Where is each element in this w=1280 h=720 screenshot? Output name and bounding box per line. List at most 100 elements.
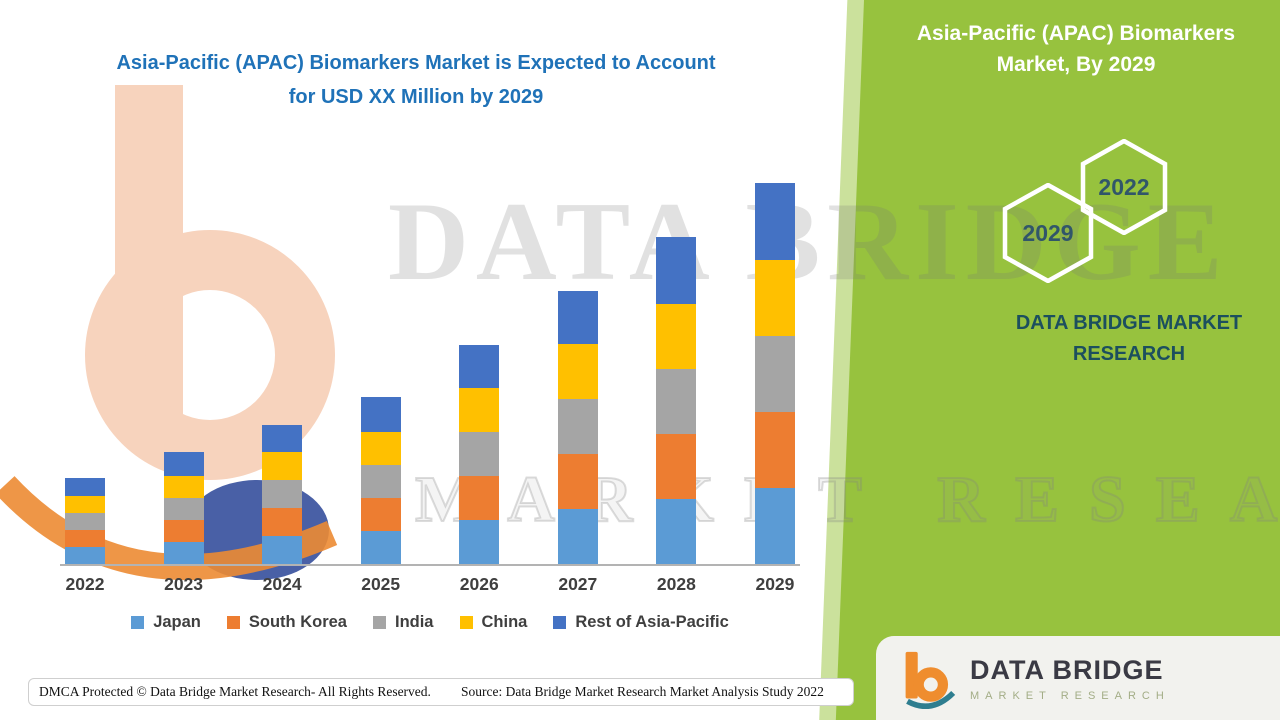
bar-segment-south-korea bbox=[459, 476, 500, 520]
chart-column-2027: 2027 bbox=[549, 164, 607, 595]
stacked-bar-2026 bbox=[459, 164, 500, 564]
bar-segment-china bbox=[459, 388, 500, 432]
bar-segment-india bbox=[262, 480, 303, 508]
data-bridge-b-icon bbox=[905, 651, 956, 709]
bar-segment-japan bbox=[65, 547, 105, 564]
legend-label-south-korea: South Korea bbox=[248, 613, 347, 631]
bar-segment-south-korea bbox=[656, 434, 697, 499]
legend-item-rest-of-asia-pacific: Rest of Asia-Pacific bbox=[553, 613, 729, 632]
legend-label-japan: Japan bbox=[153, 613, 201, 631]
legend-swatch-china bbox=[459, 616, 473, 629]
hexagon-badge-2022: 2022 bbox=[1080, 139, 1168, 235]
source-note: Source: Data Bridge Market Research Mark… bbox=[461, 684, 824, 699]
footer-logo-name: DATA BRIDGE bbox=[970, 654, 1164, 685]
side-panel-title-line1: Asia-Pacific (APAC) Biomarkers bbox=[916, 22, 1236, 45]
legend-item-china: China bbox=[459, 613, 528, 632]
legend-label-rest-of-asia-pacific: Rest of Asia-Pacific bbox=[575, 613, 729, 631]
x-axis-label-2024: 2024 bbox=[262, 574, 302, 594]
bar-segment-rest-of-asia-pacific bbox=[262, 425, 303, 452]
chart-column-2029: 2029 bbox=[746, 164, 804, 595]
stacked-bar-2029 bbox=[754, 164, 795, 564]
bar-segment-rest-of-asia-pacific bbox=[360, 397, 401, 432]
legend-swatch-japan bbox=[131, 616, 145, 629]
bar-segment-china bbox=[557, 344, 598, 399]
stacked-bar-2027 bbox=[557, 164, 598, 564]
bar-segment-rest-of-asia-pacific bbox=[754, 183, 795, 260]
legend-item-south-korea: South Korea bbox=[226, 613, 347, 632]
dmca-notice: DMCA Protected © Data Bridge Market Rese… bbox=[39, 684, 431, 699]
legend-label-china: China bbox=[481, 613, 528, 631]
bar-segment-india bbox=[360, 465, 401, 498]
side-panel-title: Asia-Pacific (APAC) Biomarkers Market, B… bbox=[882, 18, 1270, 80]
bar-segment-india bbox=[459, 432, 500, 476]
bar-segment-south-korea bbox=[262, 508, 303, 536]
legend-label-india: India bbox=[394, 613, 434, 631]
bar-segment-south-korea bbox=[754, 412, 795, 488]
bar-segment-rest-of-asia-pacific bbox=[557, 291, 598, 344]
legend-item-india: India bbox=[372, 613, 434, 632]
legend-swatch-south-korea bbox=[226, 616, 240, 629]
brand-text-line1: DATA BRIDGE MARKET bbox=[1015, 312, 1243, 334]
x-axis-label-2022: 2022 bbox=[65, 574, 105, 594]
brand-text: DATA BRIDGE MARKET RESEARCH bbox=[988, 308, 1270, 370]
x-axis-label-2023: 2023 bbox=[164, 574, 204, 594]
bar-segment-japan bbox=[557, 509, 598, 564]
stacked-bar-2023 bbox=[163, 164, 204, 564]
bar-segment-china bbox=[656, 304, 697, 369]
hexagon-outline-icon bbox=[1002, 183, 1094, 283]
page-title: Asia-Pacific (APAC) Biomarkers Market is… bbox=[60, 46, 772, 114]
bar-segment-india bbox=[754, 336, 795, 412]
hexagon-2029-label: 2029 bbox=[1022, 219, 1074, 246]
footer-logo-tagline: MARKET RESEARCH bbox=[970, 689, 1170, 702]
bar-segment-japan bbox=[656, 499, 697, 564]
bar-segment-south-korea bbox=[557, 454, 598, 509]
x-axis-label-2026: 2026 bbox=[459, 574, 499, 594]
footer-bar: DMCA Protected © Data Bridge Market Rese… bbox=[28, 678, 854, 706]
legend-item-japan: Japan bbox=[131, 613, 201, 632]
chart-column-2028: 2028 bbox=[647, 164, 705, 595]
chart-legend: Japan South Korea India China Rest of Asia-P… bbox=[56, 613, 804, 632]
bar-segment-south-korea bbox=[163, 520, 204, 542]
brand-text-line2: RESEARCH bbox=[1072, 343, 1186, 365]
bar-segment-south-korea bbox=[65, 530, 105, 547]
chart-column-2026: 2026 bbox=[450, 164, 508, 595]
stacked-bar-2028 bbox=[656, 164, 697, 564]
x-axis-label-2029: 2029 bbox=[755, 574, 795, 594]
chart-plot-area: 2022 2023 2024 2025 2026 2027 2028 2029 bbox=[56, 164, 804, 595]
bar-segment-china bbox=[163, 476, 204, 498]
bar-segment-china bbox=[65, 496, 105, 513]
x-axis-label-2028: 2028 bbox=[656, 574, 696, 594]
x-axis-label-2025: 2025 bbox=[361, 574, 401, 594]
stacked-bar-2024 bbox=[262, 164, 303, 564]
bar-segment-rest-of-asia-pacific bbox=[163, 452, 204, 476]
bar-segment-south-korea bbox=[360, 498, 401, 531]
bar-segment-japan bbox=[754, 488, 795, 564]
legend-swatch-rest-of-asia-pacific bbox=[553, 616, 567, 629]
hexagon-outline-icon bbox=[1080, 139, 1168, 235]
bar-segment-rest-of-asia-pacific bbox=[459, 345, 500, 388]
bar-segment-china bbox=[754, 260, 795, 336]
hexagon-2022-label: 2022 bbox=[1098, 173, 1150, 200]
page-title-line1: Asia-Pacific (APAC) Biomarkers Market is… bbox=[116, 52, 716, 74]
bar-segment-japan bbox=[360, 531, 401, 564]
footer-logo: DATA BRIDGE MARKET RESEARCH bbox=[876, 636, 1280, 720]
bar-segment-japan bbox=[459, 520, 500, 564]
bar-segment-india bbox=[65, 513, 105, 530]
bar-segment-india bbox=[163, 498, 204, 520]
stacked-bar-2025 bbox=[360, 164, 401, 564]
stacked-bar-2022 bbox=[65, 164, 105, 564]
stacked-bar-chart: 2022 2023 2024 2025 2026 2027 2028 2029 Japan So… bbox=[56, 164, 804, 632]
x-axis-line bbox=[60, 564, 800, 566]
bar-segment-india bbox=[656, 369, 697, 434]
bar-segment-rest-of-asia-pacific bbox=[656, 237, 697, 304]
chart-column-2022: 2022 bbox=[56, 164, 114, 595]
legend-swatch-india bbox=[372, 616, 386, 629]
hexagon-badge-2029: 2029 bbox=[1002, 183, 1094, 283]
chart-column-2024: 2024 bbox=[253, 164, 311, 595]
bar-segment-japan bbox=[262, 536, 303, 564]
chart-column-2025: 2025 bbox=[352, 164, 410, 595]
page-title-line2: for USD XX Million by 2029 bbox=[288, 86, 544, 108]
bar-segment-india bbox=[557, 399, 598, 454]
x-axis-label-2027: 2027 bbox=[558, 574, 598, 594]
